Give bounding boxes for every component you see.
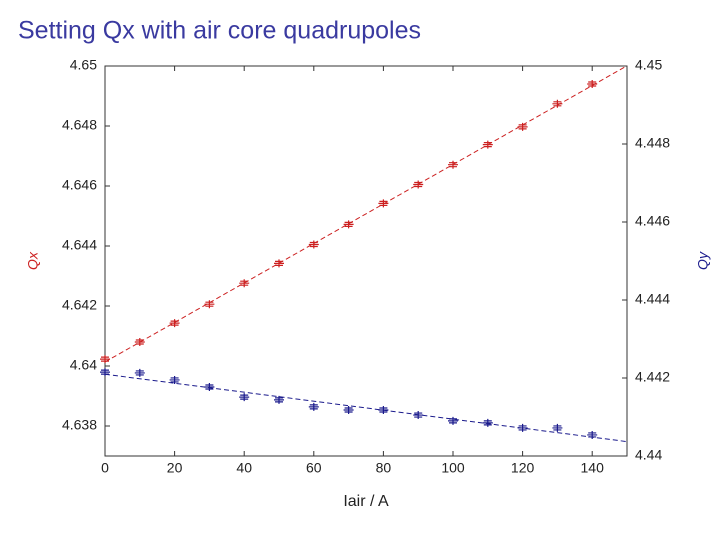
- point: [274, 259, 284, 268]
- y-tick-label: 4.644: [62, 237, 97, 253]
- point: [343, 220, 354, 229]
- x-tick-label: 60: [306, 460, 322, 476]
- y-tick-label: 4.638: [62, 417, 97, 433]
- plot-frame: [104, 65, 628, 457]
- point: [378, 199, 389, 208]
- x-tick-label: 40: [236, 460, 252, 476]
- point: [552, 99, 563, 108]
- y2-tick-label: 4.45: [635, 57, 662, 73]
- x-tick-label: 100: [441, 460, 465, 476]
- x-tick-label: 80: [376, 460, 392, 476]
- point: [587, 80, 598, 88]
- point: [448, 416, 458, 425]
- point: [552, 423, 563, 432]
- x-tick-label: 0: [101, 460, 109, 476]
- point: [239, 393, 250, 402]
- point: [134, 368, 145, 377]
- y2-tick-label: 4.444: [635, 291, 670, 307]
- point: [482, 140, 493, 149]
- x-tick-label: 120: [511, 460, 535, 476]
- point: [274, 395, 284, 404]
- point: [169, 319, 180, 328]
- point: [413, 411, 424, 420]
- point: [448, 160, 458, 169]
- point: [413, 180, 424, 189]
- x-axis-label: Iair / A: [343, 493, 389, 510]
- point: [204, 382, 215, 391]
- fit-line: [104, 65, 628, 363]
- point: [100, 368, 110, 377]
- fit-line: [104, 373, 628, 443]
- point: [517, 122, 528, 131]
- point: [482, 418, 493, 427]
- point: [308, 402, 319, 411]
- point: [100, 355, 110, 364]
- y2-tick-label: 4.442: [635, 369, 670, 385]
- y-tick-label: 4.64: [70, 357, 97, 373]
- point: [239, 279, 250, 288]
- y-tick-label: 4.648: [62, 117, 97, 133]
- y2-axis-label: Qy: [695, 251, 711, 270]
- point: [134, 338, 145, 346]
- y2-tick-label: 4.446: [635, 213, 670, 229]
- y2-tick-label: 4.44: [635, 447, 662, 463]
- y-tick-label: 4.642: [62, 297, 97, 313]
- point: [308, 240, 319, 249]
- y-tick-label: 4.646: [62, 177, 97, 193]
- x-tick-label: 20: [167, 460, 183, 476]
- point: [517, 423, 528, 432]
- point: [587, 430, 598, 439]
- y-axis-label: Qx: [25, 251, 41, 270]
- point: [378, 405, 389, 414]
- y2-tick-label: 4.448: [635, 135, 670, 151]
- point: [169, 375, 180, 384]
- point: [343, 405, 354, 414]
- x-tick-label: 140: [581, 460, 605, 476]
- point: [204, 300, 215, 309]
- chart-title: Setting Qx with air core quadrupoles: [18, 17, 421, 45]
- y-tick-label: 4.65: [70, 57, 97, 73]
